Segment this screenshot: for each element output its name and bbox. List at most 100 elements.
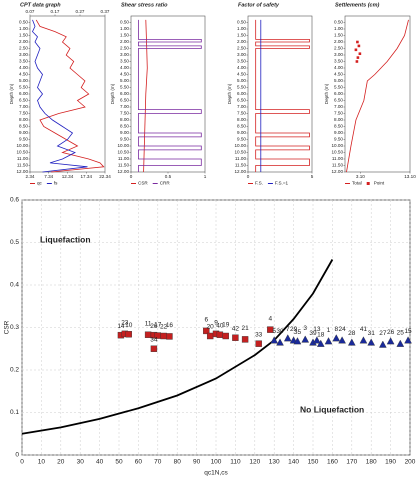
y-tick-label: 0 xyxy=(15,452,19,459)
x-tick-label: 20 xyxy=(57,459,65,466)
point-label: 42 xyxy=(232,325,240,332)
depth-tick-label: 7.00 xyxy=(120,104,129,109)
no-liquefaction-point xyxy=(293,337,302,345)
depth-tick-label: 4.00 xyxy=(19,65,28,70)
panel-frame xyxy=(344,15,411,173)
legend-label: CSR xyxy=(138,181,148,186)
settlement-point xyxy=(356,56,360,59)
y-tick-label: 0.1 xyxy=(10,409,19,416)
point-label: 1 xyxy=(327,327,331,334)
point-label: 11 xyxy=(145,320,152,327)
depth-tick-label: 7.50 xyxy=(237,111,246,116)
depth-tick-label: 11.00 xyxy=(332,156,344,161)
depth-tick-label: 8.50 xyxy=(237,124,246,129)
y-tick-label: 0.6 xyxy=(10,197,19,204)
point-label: 17 xyxy=(154,321,162,328)
profile-line xyxy=(143,19,148,173)
depth-tick-label: 2.50 xyxy=(334,46,343,51)
depth-tick-label: 9.00 xyxy=(334,130,343,135)
x-tick-label: 40 xyxy=(96,459,104,466)
x-tick-label: 22.34 xyxy=(99,174,111,179)
x-tick-label: 70 xyxy=(154,459,162,466)
point-label: 19 xyxy=(222,322,230,329)
profile-line xyxy=(32,19,88,173)
depth-tick-label: 10.50 xyxy=(17,150,29,155)
depth-tick-label: 5.00 xyxy=(120,78,129,83)
depth-tick-label: 4.50 xyxy=(120,72,129,77)
x-tick-label: 120 xyxy=(249,459,260,466)
profile-line xyxy=(138,19,202,172)
x-tick-label: 200 xyxy=(405,459,416,466)
x-tick-label: 17.34 xyxy=(81,174,93,179)
depth-tick-label: 0.50 xyxy=(120,20,129,25)
depth-tick-label: 12.00 xyxy=(118,169,130,174)
x-tick-label: 7.34 xyxy=(44,174,53,179)
point-label: 7 xyxy=(286,326,290,333)
y-tick-label: 0.3 xyxy=(10,324,19,331)
settlement-point xyxy=(355,60,359,63)
point-label: 31 xyxy=(368,330,376,337)
point-label: 6 xyxy=(204,317,208,324)
depth-tick-label: 5.50 xyxy=(237,85,246,90)
point-label: 26 xyxy=(150,323,158,330)
no-liquefaction-point xyxy=(367,338,376,346)
depth-axis-label: Depth (m) xyxy=(110,83,115,104)
legend-label: qc xyxy=(37,181,43,186)
depth-tick-label: 3.00 xyxy=(19,52,28,57)
depth-tick-label: 0.50 xyxy=(334,20,343,25)
panel-title: CPT data graph xyxy=(20,2,61,8)
depth-tick-label: 9.50 xyxy=(120,137,129,142)
no-liquefaction-point xyxy=(276,338,284,346)
legend-label: F.S. xyxy=(255,181,263,186)
depth-tick-label: 10.50 xyxy=(332,150,344,155)
panel-title: Settlements (cm) xyxy=(335,2,379,8)
legend-swatch xyxy=(366,182,370,185)
depth-tick-label: 6.50 xyxy=(334,98,343,103)
depth-tick-label: 6.00 xyxy=(334,91,343,96)
no-liquefaction-point xyxy=(283,334,292,342)
depth-tick-label: 4.00 xyxy=(120,65,129,70)
point-label: 39 xyxy=(309,330,317,337)
depth-tick-label: 10.00 xyxy=(235,143,247,148)
point-label: 13 xyxy=(313,326,321,333)
liquefaction-point xyxy=(125,331,132,338)
depth-tick-label: 12.00 xyxy=(17,169,29,174)
liquefaction-point xyxy=(203,327,210,335)
depth-tick-label: 0.50 xyxy=(19,20,28,25)
legend-label: fs xyxy=(54,181,58,186)
depth-tick-label: 2.00 xyxy=(19,39,28,44)
depth-tick-label: 11.50 xyxy=(17,163,29,168)
depth-tick-label: 1.00 xyxy=(120,26,129,31)
y-axis-label: CSR xyxy=(4,320,11,334)
x-tick-label: 50 xyxy=(115,459,123,466)
point-label: 35 xyxy=(294,329,302,336)
settlement-point xyxy=(356,40,359,44)
liquefaction-point xyxy=(255,340,262,347)
depth-tick-label: 4.50 xyxy=(334,72,343,77)
legend-label: Total xyxy=(352,181,362,186)
no-liquefaction-point xyxy=(324,337,333,345)
depth-tick-label: 1.50 xyxy=(19,33,28,38)
x-tick-label: 190 xyxy=(385,459,396,466)
depth-tick-label: 11.00 xyxy=(235,156,247,161)
x-tick-label: 100 xyxy=(211,459,222,466)
depth-tick-label: 6.00 xyxy=(120,91,129,96)
liquefaction-point xyxy=(216,331,224,338)
depth-tick-label: 8.00 xyxy=(19,117,28,122)
x-tick-label: 110 xyxy=(230,459,241,466)
depth-tick-label: 0.50 xyxy=(237,20,246,25)
depth-tick-label: 8.00 xyxy=(334,117,343,122)
settlement-point xyxy=(357,44,361,48)
point-label: 15 xyxy=(404,328,412,335)
depth-tick-label: 2.50 xyxy=(19,46,28,51)
depth-axis-label: Depth (m) xyxy=(9,83,14,104)
point-label: 41 xyxy=(360,326,368,333)
depth-tick-label: 7.00 xyxy=(334,104,343,109)
depth-tick-label: 5.50 xyxy=(334,85,343,90)
panel-title: Factor of safety xyxy=(238,2,280,8)
point-label: 30 xyxy=(276,328,284,335)
depth-tick-label: 6.00 xyxy=(237,91,246,96)
profile-line xyxy=(35,19,105,173)
depth-tick-label: 11.50 xyxy=(118,163,130,168)
depth-tick-label: 9.50 xyxy=(334,137,343,142)
